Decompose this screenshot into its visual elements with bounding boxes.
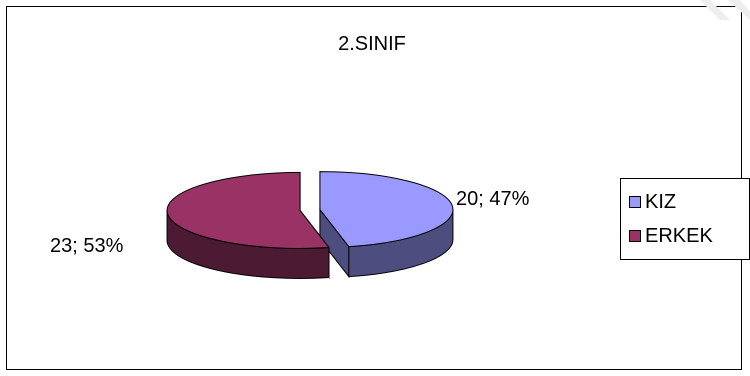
legend: KIZ ERKEK (620, 178, 750, 260)
legend-label-erkek: ERKEK (645, 225, 713, 247)
data-label-kiz: 20; 47% (456, 188, 530, 210)
legend-swatch-kiz (629, 196, 641, 208)
chart-title: 2.SINIF (338, 33, 406, 55)
data-label-erkek: 23; 53% (50, 235, 124, 257)
pie-slice-kiz (319, 171, 454, 248)
legend-item-erkek: ERKEK (629, 225, 713, 247)
legend-item-kiz: KIZ (629, 191, 676, 213)
legend-label-kiz: KIZ (645, 191, 677, 213)
watermark-shape (700, 0, 750, 20)
legend-swatch-erkek (629, 230, 641, 242)
pie-slice-erkek (166, 171, 330, 249)
